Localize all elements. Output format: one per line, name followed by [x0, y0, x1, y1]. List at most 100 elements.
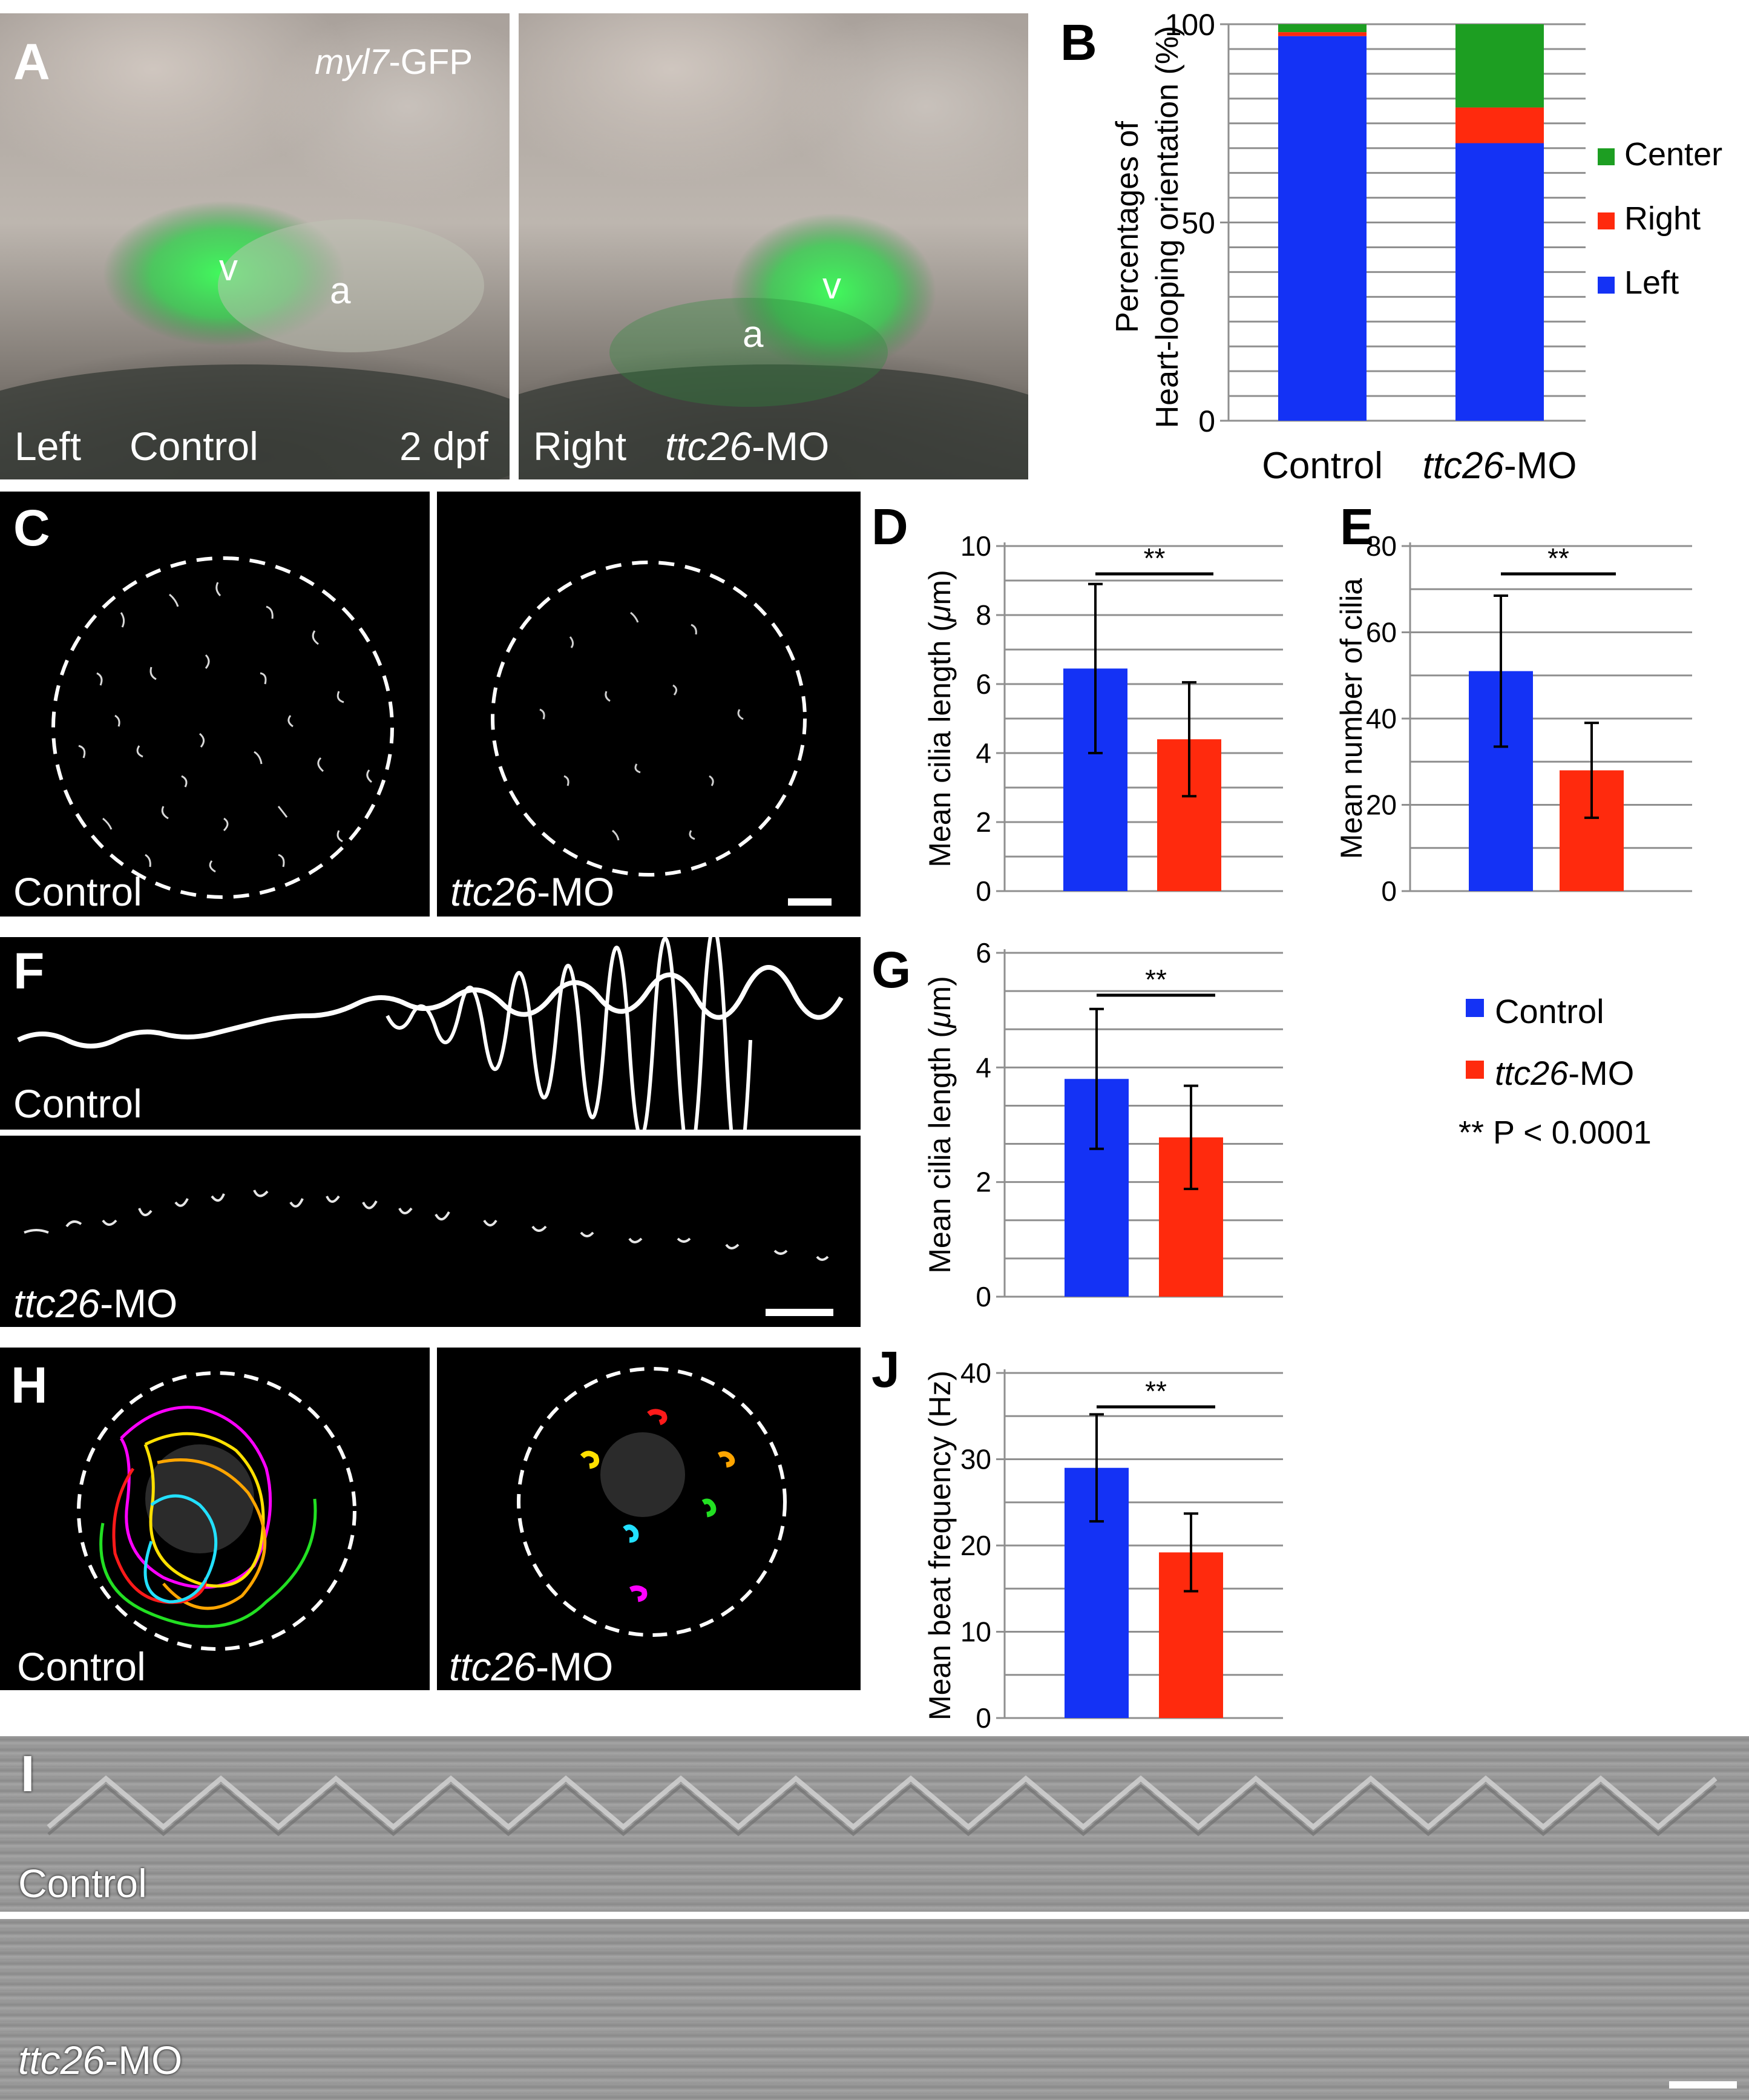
y-tick-label: 8 — [976, 599, 991, 631]
panel-d: D 0 2 4 6 8 10 ** Mean cilia length (μm) — [871, 492, 1307, 927]
panel-letter-h: H — [11, 1357, 48, 1414]
morphant-gene: ttc26 — [18, 2038, 105, 2082]
y-tick-label: 2 — [976, 806, 991, 838]
marker-suffix: -GFP — [389, 42, 473, 82]
y-tick-label: 50 — [1181, 206, 1215, 240]
morphant-label: ttc26-MO — [450, 872, 614, 912]
legend-swatch-ttc26 — [1466, 1061, 1484, 1079]
control-label: Control — [17, 1644, 146, 1689]
y-tick-label: 10 — [960, 530, 991, 562]
legend-swatch — [1598, 212, 1615, 229]
morphant-label: ttc26-MO — [13, 1283, 177, 1323]
y-tick-label: 0 — [976, 1281, 991, 1308]
panel-letter-a: A — [13, 33, 50, 90]
y-axis-label: Mean beat frequency (Hz) — [923, 1371, 957, 1720]
legend-gene: ttc26 — [1495, 1054, 1569, 1092]
scale-bar — [766, 1309, 833, 1316]
pronephric-cilia — [17, 937, 844, 1130]
y-tick-label: 0 — [1381, 875, 1397, 907]
kupffer-vesicle-outline — [51, 556, 394, 899]
stacked-segment-right — [1455, 107, 1544, 143]
morphant-suffix: -MO — [536, 1644, 614, 1689]
legend: Control ttc26-MO ** P < 0.0001 — [1452, 969, 1743, 1162]
group-label: Control — [130, 424, 258, 469]
panel-h-control-image: H Control — [0, 1348, 430, 1690]
panel-b: B 0 50 100 Control ttc26-MO Center Right Left Pe… — [1029, 0, 1749, 490]
marker-gene: myl7 — [315, 42, 389, 82]
panel-f-control-image: F Control — [0, 937, 861, 1130]
pronephric-cilia — [24, 1190, 833, 1316]
y-tick-label: 4 — [976, 1052, 991, 1083]
y-axis-label: Mean cilia length (μm) — [923, 976, 957, 1273]
panel-letter-f: F — [13, 943, 45, 999]
legend-swatch-control — [1466, 999, 1484, 1017]
bar-chart: 0 20 40 60 80 ** Mean number of cilia — [1334, 530, 1692, 907]
legend-label-ttc26: ttc26-MO — [1495, 1053, 1634, 1093]
panel-f-morphant-image: ttc26-MO — [0, 1136, 861, 1327]
morphant-suffix: -MO — [105, 2038, 183, 2082]
panel-letter-d: D — [871, 498, 908, 555]
y-tick-label: 80 — [1366, 530, 1397, 562]
stacked-segment-center — [1278, 24, 1367, 33]
panel-i-control-kymograph: I Control — [0, 1736, 1749, 1912]
morphant-gene: ttc26 — [13, 1281, 100, 1326]
kymograph-noise — [1669, 2081, 1737, 2088]
legend-swatch — [1598, 148, 1615, 165]
y-tick-label: 0 — [1198, 404, 1215, 438]
y-axis-label: Mean number of cilia — [1334, 578, 1368, 859]
atrium-label: a — [743, 314, 764, 355]
bead-tracks — [517, 1367, 787, 1637]
panel-letter-g: G — [871, 941, 911, 998]
scale-bar — [1669, 2081, 1737, 2088]
significance-label: ** — [1145, 964, 1167, 995]
morphant-suffix: -MO — [537, 869, 615, 914]
heart-illustration — [519, 213, 1028, 479]
group-suffix: -MO — [752, 424, 830, 469]
stacked-bar-chart: 0 50 100 Control ttc26-MO Center Right Left Perc… — [1110, 8, 1722, 487]
panel-j: J 0 10 20 30 40 ** Mean beat frequency (Hz) — [871, 1326, 1307, 1737]
stacked-segment-left — [1455, 143, 1544, 421]
panel-c-morphant-image: ttc26-MO — [437, 492, 861, 917]
y-tick-label: 60 — [1366, 617, 1397, 648]
marker-label: myl7-GFP — [315, 45, 473, 80]
y-tick-label: 40 — [1366, 703, 1397, 734]
panel-letter-i: I — [21, 1745, 35, 1802]
significance-label: ** — [1144, 542, 1166, 574]
y-tick-label: 6 — [976, 937, 991, 969]
y-tick-label: 30 — [960, 1444, 991, 1475]
y-axis-label: Mean cilia length (μm) — [923, 570, 957, 867]
scale-bar — [788, 898, 832, 906]
y-tick-label: 100 — [1165, 8, 1215, 42]
panel-a-morphant-image: v a Right ttc26-MO — [519, 13, 1028, 479]
panel-letter-e: E — [1340, 498, 1374, 555]
ventricle-label: v — [219, 247, 238, 289]
legend-label: Center — [1624, 136, 1722, 173]
bead-tracks — [77, 1371, 356, 1651]
stacked-segment-center — [1455, 24, 1544, 108]
bar-chart: 0 10 20 30 40 ** Mean beat frequency (Hz) — [923, 1357, 1283, 1734]
panel-a-control-image: A myl7-GFP v a Left Control 2 dpf — [0, 13, 510, 479]
y-axis-label: Percentages of Heart-looping orientation … — [1110, 26, 1185, 429]
group-label: ttc26-MO — [665, 426, 829, 466]
significance-note: ** P < 0.0001 — [1459, 1114, 1652, 1151]
legend-label: Left — [1624, 265, 1679, 301]
morphant-label: ttc26-MO — [449, 1647, 613, 1687]
cilia-strokes — [539, 611, 744, 841]
bar-chart: 0 2 4 6 ** Mean cilia length (μm) — [923, 937, 1283, 1308]
morphant-suffix: -MO — [100, 1281, 178, 1326]
panel-letter-b: B — [1060, 14, 1097, 71]
significance-label: ** — [1145, 1375, 1167, 1407]
panel-e: E 0 20 40 60 80 ** Mean number of cilia — [1307, 492, 1749, 927]
y-tick-label: 0 — [976, 875, 991, 907]
legend-label-control: Control — [1495, 992, 1604, 1030]
control-label: Control — [13, 1081, 142, 1126]
y-tick-label: 20 — [960, 1530, 991, 1561]
y-tick-label: 4 — [976, 737, 991, 769]
panel-letter-j: J — [871, 1341, 900, 1398]
morphant-gene: ttc26 — [450, 869, 537, 914]
panel-letter-c: C — [13, 499, 50, 556]
side-label: Left — [15, 424, 82, 469]
panel-h-morphant-image: ttc26-MO — [437, 1348, 861, 1690]
panel-g: G 0 2 4 6 ** Mean cilia length (μm) — [871, 932, 1307, 1308]
bar-chart: 0 2 4 6 8 10 ** Mean cilia length (μm) — [923, 530, 1283, 907]
